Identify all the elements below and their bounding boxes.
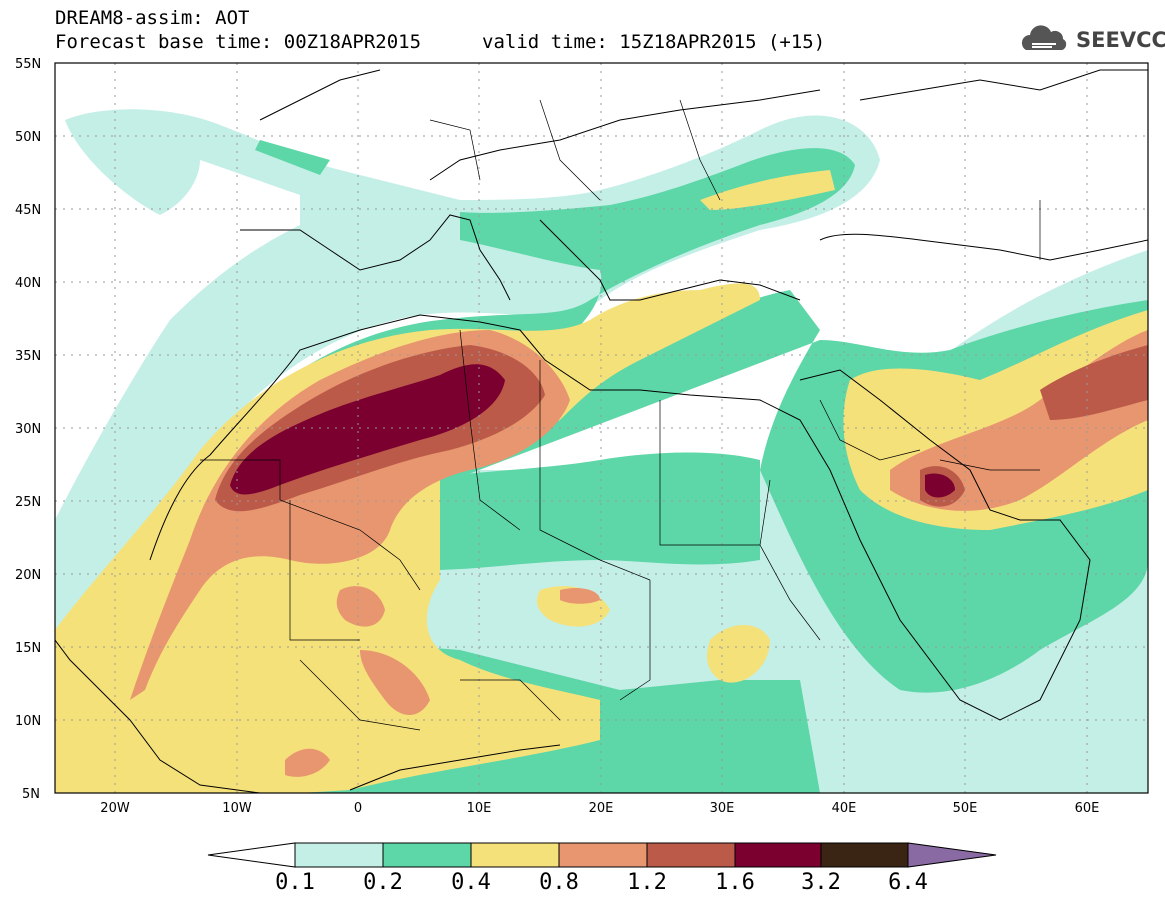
colorbar-label: 0.2 [363,870,403,895]
x-tick-label: 60E [1075,801,1100,816]
y-tick-label: 5N [22,787,40,802]
x-tick-label: 20E [589,801,614,816]
colorbar-swatch [294,842,384,868]
map-title: DREAM8-assim: AOT [55,7,250,29]
colorbar-label: 1.2 [627,870,667,895]
x-tick-label: 10W [222,801,252,816]
x-tick-label: 50E [953,801,978,816]
coastlines [55,69,1148,793]
y-tick-label: 10N [15,714,41,729]
y-tick-label: 15N [15,641,41,656]
x-axis-labels: 20W 10W 0 10E 20E 30E 40E 50E 60E [100,801,1099,816]
colorbar-swatch [470,842,560,868]
colorbar-label: 6.4 [888,870,928,895]
colorbar-label: 0.1 [275,870,315,895]
y-tick-label: 45N [15,203,41,218]
y-tick-label: 30N [15,422,41,437]
cloud-logo-icon [1021,25,1067,50]
colorbar-low-arrow [207,842,296,868]
colorbar-label: 0.4 [451,870,491,895]
graticule [55,63,1148,793]
map-frame [54,62,1149,794]
colorbar-high-arrow [907,842,997,868]
colorbar [207,842,997,868]
aot-band-0.4 [55,170,1148,793]
forecast-base-time: Forecast base time: 00Z18APR2015 [55,31,422,53]
aot-band-1.6 [230,364,955,498]
y-tick-label: 20N [15,568,41,583]
y-tick-label: 40N [15,276,41,291]
x-tick-label: 30E [710,801,735,816]
x-tick-label: 0 [354,801,362,816]
valid-time: valid time: 15Z18APR2015 (+15) [482,31,826,53]
colorbar-swatch [558,842,648,868]
x-tick-label: 40E [832,801,857,816]
y-tick-label: 55N [15,57,41,72]
y-tick-label: 50N [15,130,41,145]
logo-text: SEEVCCC [1076,28,1165,52]
country-borders [200,99,1041,731]
y-tick-label: 25N [15,495,41,510]
y-tick-label: 35N [15,349,41,364]
colorbar-swatch [820,842,909,868]
x-tick-label: 20W [100,801,130,816]
x-tick-label: 10E [467,801,492,816]
colorbar-swatch [382,842,472,868]
colorbar-swatch [734,842,822,868]
colorbar-label: 0.8 [539,870,579,895]
colorbar-swatch [646,842,736,868]
y-axis-labels: 55N 50N 45N 40N 35N 30N 25N 20N 15N 10N … [15,57,41,802]
colorbar-label: 3.2 [801,870,841,895]
colorbar-label: 1.6 [715,870,755,895]
